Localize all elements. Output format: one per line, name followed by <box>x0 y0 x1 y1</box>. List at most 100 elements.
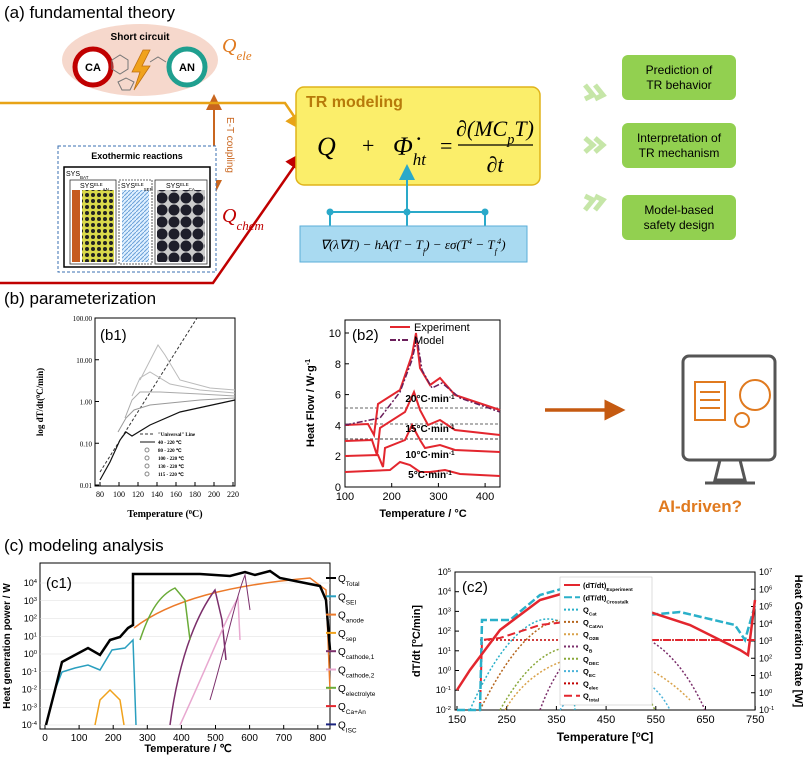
equation-part: Q <box>317 132 336 161</box>
text-part: C/min) <box>35 368 45 395</box>
x-tick-label: 300 <box>429 491 447 503</box>
connector-dot <box>481 208 489 216</box>
text-part: -1 <box>446 470 452 477</box>
text-part: elec <box>589 685 599 691</box>
battery-label: SYSBAT <box>66 171 89 180</box>
text-part: Q <box>222 35 237 57</box>
text-part: 10 <box>24 596 34 606</box>
text-part: 3 <box>769 637 772 643</box>
text-part: Q <box>338 611 346 622</box>
text-part: dT/dt [ <box>411 643 423 677</box>
y-tick-label: 104 <box>438 587 452 597</box>
experiment-curve <box>344 460 501 477</box>
text-part: 10 <box>759 584 769 594</box>
text-part: 5 <box>769 603 772 609</box>
y-tick-label: 100.00 <box>73 315 93 323</box>
connector-dot <box>326 208 334 216</box>
y-axis-label: dT/dt [oC/min] <box>410 605 423 678</box>
text-part: 10 <box>22 685 32 695</box>
text-part: − T <box>472 237 495 252</box>
legend-label: Qanode <box>338 611 364 625</box>
text-part: p <box>506 132 514 148</box>
legend-label: (dT/dt)Experiment <box>583 581 633 593</box>
text-part: Temperature [ <box>557 730 636 744</box>
x-tick-label: 750 <box>746 714 764 726</box>
curve <box>139 587 191 641</box>
x-tick-label: 200 <box>208 490 220 499</box>
legend-label: "Universal" Line <box>158 433 196 438</box>
universal-line <box>99 317 198 473</box>
text-part: Crosstalk <box>606 599 628 605</box>
equation-part: ∂(MCpT) <box>456 116 534 148</box>
heat-transfer-box <box>299 225 528 263</box>
y-tick-label: 0 <box>335 482 341 494</box>
electric-heat-line <box>0 101 305 133</box>
curve <box>44 569 332 726</box>
experiment-curve <box>344 332 501 439</box>
x-tick-label: 450 <box>597 714 615 726</box>
text-part: 1 <box>769 672 772 678</box>
y-tick-label: 0.01 <box>80 482 93 490</box>
coupling-label: E-T coupling <box>224 117 235 173</box>
y-tick-label: 10.00 <box>76 357 92 365</box>
legend-label: 40 - 220 ℃ <box>158 439 182 446</box>
model-box <box>295 86 541 186</box>
equation-part: + <box>362 133 374 158</box>
text-part: B <box>589 648 593 654</box>
x-tick-label: 400 <box>173 733 190 744</box>
rate-label: 5°C·min-1 <box>408 470 452 482</box>
curve <box>499 645 656 711</box>
text-part: Q <box>583 618 589 627</box>
text-part: 0 <box>189 509 192 516</box>
text-part: SEP <box>144 187 153 192</box>
text-part: o <box>410 639 418 644</box>
y-axis-label: Heat Flow / W·g-1 <box>304 359 317 447</box>
panel-label: (c1) <box>46 575 72 592</box>
text-part: ) <box>500 237 505 252</box>
x-tick-label: 400 <box>476 491 494 503</box>
x-tick-label: 200 <box>105 733 122 744</box>
anode-particles <box>82 190 114 262</box>
text-part: 10 <box>438 587 448 597</box>
curve <box>209 573 251 701</box>
curve <box>504 654 691 711</box>
y-tick-label: 0.10 <box>80 440 93 448</box>
equation-part: ∂t <box>487 152 505 177</box>
text-part: Total <box>346 581 360 588</box>
text-part: CA <box>189 187 196 192</box>
text-part: 4 <box>34 579 38 585</box>
y2-tick-label: 102 <box>759 653 772 663</box>
x-tick-label: 160 <box>170 490 182 499</box>
text-part: 10 <box>436 685 446 695</box>
text-part: f <box>495 246 499 256</box>
text-part: SYS <box>121 183 135 190</box>
output-box <box>622 195 736 240</box>
y-tick-label: 10-2 <box>22 685 37 695</box>
text-part: 10 <box>759 567 769 577</box>
text-part: 4 <box>497 236 502 246</box>
y-axis-label: log dT/dt(0C/min) <box>35 368 45 436</box>
model-curve <box>344 337 501 426</box>
y-tick-label: 8 <box>335 359 341 371</box>
x-tick-label: 140 <box>151 490 163 499</box>
heat-transfer-equation: ∇(λ∇T) − hA(T − Tf) − εσ(T4 − Tf4) <box>320 236 505 256</box>
y-tick-label: 101 <box>438 646 451 656</box>
text-part: Q <box>583 679 589 688</box>
x-tick-label: 300 <box>139 733 156 744</box>
legend-label: 115 - 220 ℃ <box>158 471 184 478</box>
c1-plot-area <box>39 562 331 730</box>
y-tick-label: 10 <box>329 328 341 340</box>
x-axis-label: Temperature / °C <box>379 508 466 520</box>
y-tick-label: 10-1 <box>436 685 451 695</box>
text-part: -1 <box>32 668 37 674</box>
text-part: ∂(MC <box>456 116 508 141</box>
text-part: 7 <box>769 568 772 574</box>
text-part: ele <box>236 48 251 63</box>
text-part: (dT/dt) <box>583 593 607 602</box>
text-part: 1 <box>34 632 37 638</box>
text-part: 2 <box>34 615 37 621</box>
equation-part: = <box>440 133 452 158</box>
text-part: 4 <box>468 236 473 246</box>
text-part: -2 <box>32 686 37 692</box>
x-tick-label: 550 <box>647 714 665 726</box>
